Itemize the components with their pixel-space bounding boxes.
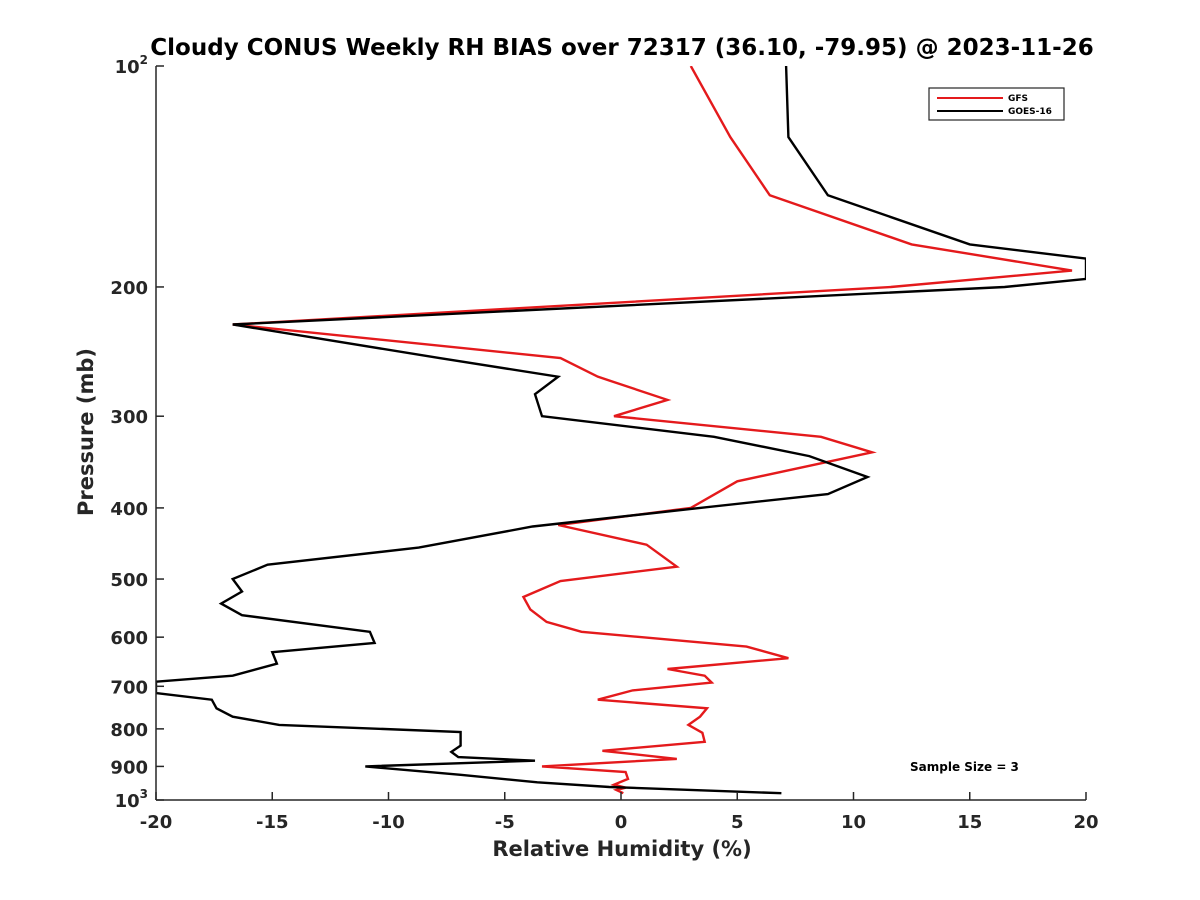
y-tick-label: 700 — [110, 677, 148, 698]
chart-title: Cloudy CONUS Weekly RH BIAS over 72317 (… — [150, 35, 1093, 61]
y-tick-label: 102 — [115, 53, 148, 78]
legend: GFS GOES-16 — [928, 87, 1065, 121]
y-tick-label: 103 — [115, 787, 148, 812]
x-tick-label: -10 — [372, 812, 405, 833]
x-tick-label: 10 — [841, 812, 866, 833]
legend-box — [928, 87, 1065, 121]
x-tick-label: 5 — [731, 812, 744, 833]
y-tick-label: 300 — [110, 407, 148, 428]
legend-label-goes16: GOES-16 — [1008, 107, 1052, 117]
y-tick-label: 800 — [110, 720, 148, 741]
series-line-goes-16 — [156, 66, 1086, 795]
plot-series — [156, 66, 1086, 795]
x-tick-label: 0 — [615, 812, 628, 833]
y-tick-label: 500 — [110, 570, 148, 591]
ticks: -20 -15 -10 -5 0 5 10 15 20 102 200 300 400 500 600 700… — [110, 53, 1098, 833]
y-tick-label: 900 — [110, 757, 148, 778]
x-tick-label: -5 — [495, 812, 515, 833]
y-tick-label: 600 — [110, 628, 148, 649]
series-line-gfs — [232, 66, 1073, 795]
x-tick-label: -15 — [256, 812, 289, 833]
x-tick-label: -20 — [140, 812, 173, 833]
y-tick-label: 400 — [110, 499, 148, 520]
x-tick-label: 15 — [957, 812, 982, 833]
x-tick-label: 20 — [1073, 812, 1098, 833]
sample-size-annotation: Sample Size = 3 — [910, 760, 1019, 774]
axes — [155, 66, 1086, 801]
legend-label-gfs: GFS — [1008, 94, 1028, 104]
y-tick-label: 200 — [110, 278, 148, 299]
x-axis-label: Relative Humidity (%) — [492, 837, 751, 861]
y-axis-label: Pressure (mb) — [74, 348, 98, 516]
